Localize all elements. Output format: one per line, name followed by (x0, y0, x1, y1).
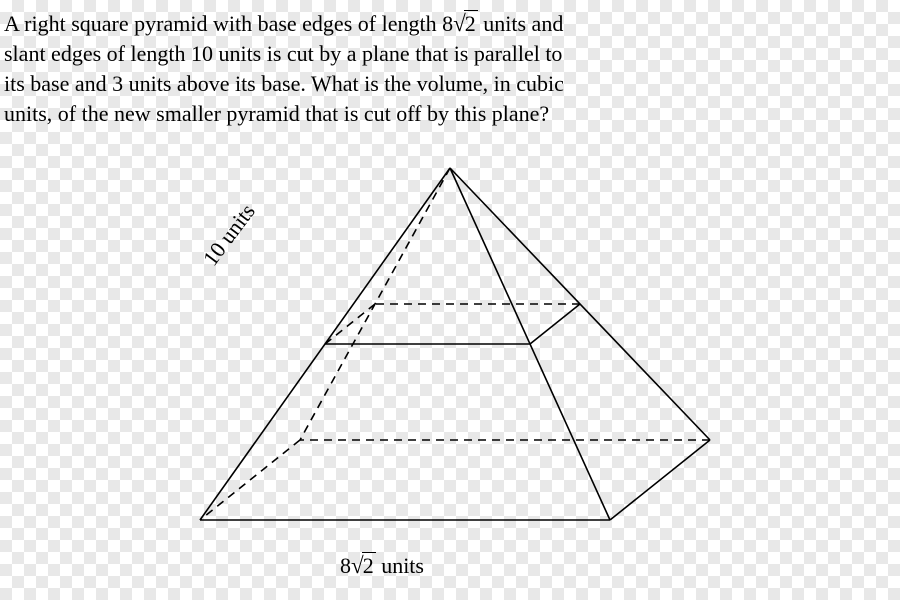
text-line-3: its base and 3 units above its base. Wha… (4, 71, 564, 96)
text-line-4: units, of the new smaller pyramid that i… (4, 101, 549, 126)
text-part-2: units and (478, 11, 564, 36)
base-edge-value: 8√2 (442, 11, 478, 36)
text-line-2: slant edges of length 10 units is cut by… (4, 41, 562, 66)
text-part-1: A right square pyramid with base edges o… (4, 11, 442, 36)
base-edge-label: 8√2 units (340, 552, 424, 579)
problem-statement: A right square pyramid with base edges o… (0, 0, 900, 128)
